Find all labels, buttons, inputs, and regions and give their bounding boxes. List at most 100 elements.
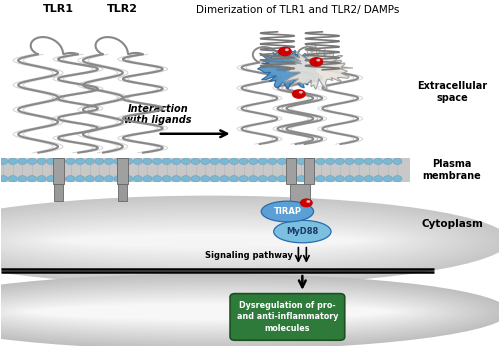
Ellipse shape: [0, 294, 430, 330]
Circle shape: [37, 158, 46, 164]
Ellipse shape: [0, 204, 478, 278]
Ellipse shape: [0, 279, 490, 345]
Ellipse shape: [0, 201, 488, 280]
Circle shape: [393, 176, 402, 182]
FancyBboxPatch shape: [54, 184, 62, 201]
Circle shape: [47, 158, 56, 164]
Text: TIRAP: TIRAP: [274, 207, 301, 216]
Text: TLR1: TLR1: [42, 4, 74, 14]
Ellipse shape: [20, 302, 400, 322]
Circle shape: [292, 89, 306, 99]
Circle shape: [287, 176, 296, 182]
Circle shape: [56, 158, 66, 164]
Circle shape: [104, 176, 114, 182]
Circle shape: [230, 176, 238, 182]
Circle shape: [316, 176, 325, 182]
Circle shape: [0, 176, 8, 182]
Circle shape: [210, 158, 219, 164]
Ellipse shape: [0, 295, 424, 328]
Circle shape: [114, 158, 123, 164]
Ellipse shape: [16, 301, 404, 323]
Circle shape: [162, 176, 171, 182]
Circle shape: [258, 158, 268, 164]
Circle shape: [354, 158, 364, 164]
Circle shape: [278, 158, 286, 164]
Circle shape: [336, 158, 344, 164]
Ellipse shape: [45, 230, 375, 251]
Ellipse shape: [0, 202, 484, 279]
Ellipse shape: [0, 214, 437, 267]
Circle shape: [47, 176, 56, 182]
Circle shape: [85, 176, 94, 182]
Circle shape: [95, 176, 104, 182]
Circle shape: [306, 200, 310, 203]
Circle shape: [297, 158, 306, 164]
Circle shape: [191, 176, 200, 182]
FancyBboxPatch shape: [304, 158, 314, 184]
Circle shape: [182, 176, 190, 182]
Circle shape: [306, 158, 316, 164]
Circle shape: [258, 176, 268, 182]
Circle shape: [172, 176, 181, 182]
Circle shape: [0, 158, 8, 164]
Circle shape: [8, 176, 18, 182]
Ellipse shape: [0, 280, 484, 344]
Circle shape: [248, 176, 258, 182]
Circle shape: [114, 176, 123, 182]
Ellipse shape: [0, 215, 432, 266]
Ellipse shape: [0, 276, 500, 347]
Circle shape: [104, 158, 114, 164]
FancyBboxPatch shape: [230, 294, 344, 340]
Ellipse shape: [30, 226, 390, 255]
Ellipse shape: [40, 229, 380, 253]
Polygon shape: [280, 45, 353, 90]
Ellipse shape: [0, 211, 448, 270]
Text: Dimerization of TLR1 and TLR2/ DAMPs: Dimerization of TLR1 and TLR2/ DAMPs: [196, 5, 399, 15]
Ellipse shape: [0, 217, 426, 264]
Circle shape: [278, 46, 292, 56]
Ellipse shape: [60, 234, 360, 247]
Ellipse shape: [274, 220, 331, 243]
Text: Cytoplasm: Cytoplasm: [421, 219, 483, 229]
Circle shape: [374, 158, 382, 164]
Ellipse shape: [26, 303, 394, 321]
Circle shape: [393, 158, 402, 164]
Circle shape: [66, 176, 75, 182]
Circle shape: [220, 176, 229, 182]
Circle shape: [85, 158, 94, 164]
Circle shape: [316, 59, 320, 61]
Ellipse shape: [0, 197, 500, 284]
Ellipse shape: [0, 284, 470, 340]
Ellipse shape: [0, 289, 450, 335]
Circle shape: [364, 176, 373, 182]
Ellipse shape: [0, 288, 454, 336]
Circle shape: [336, 176, 344, 182]
Ellipse shape: [56, 232, 365, 248]
Circle shape: [152, 176, 162, 182]
Circle shape: [95, 158, 104, 164]
Ellipse shape: [0, 282, 474, 341]
Circle shape: [239, 158, 248, 164]
Ellipse shape: [261, 201, 314, 222]
Ellipse shape: [0, 291, 440, 332]
Circle shape: [172, 158, 181, 164]
Ellipse shape: [0, 200, 494, 281]
Circle shape: [285, 48, 289, 51]
Circle shape: [8, 158, 18, 164]
Circle shape: [56, 176, 66, 182]
Circle shape: [162, 158, 171, 164]
Ellipse shape: [0, 196, 500, 286]
Circle shape: [345, 176, 354, 182]
Ellipse shape: [0, 286, 460, 337]
Circle shape: [28, 176, 36, 182]
FancyBboxPatch shape: [52, 158, 64, 184]
Circle shape: [152, 158, 162, 164]
Text: Extracellular
space: Extracellular space: [417, 82, 487, 103]
Circle shape: [278, 176, 286, 182]
Ellipse shape: [24, 225, 396, 256]
Circle shape: [66, 158, 75, 164]
Ellipse shape: [50, 231, 370, 250]
FancyBboxPatch shape: [290, 184, 310, 203]
Circle shape: [364, 158, 373, 164]
Circle shape: [37, 176, 46, 182]
